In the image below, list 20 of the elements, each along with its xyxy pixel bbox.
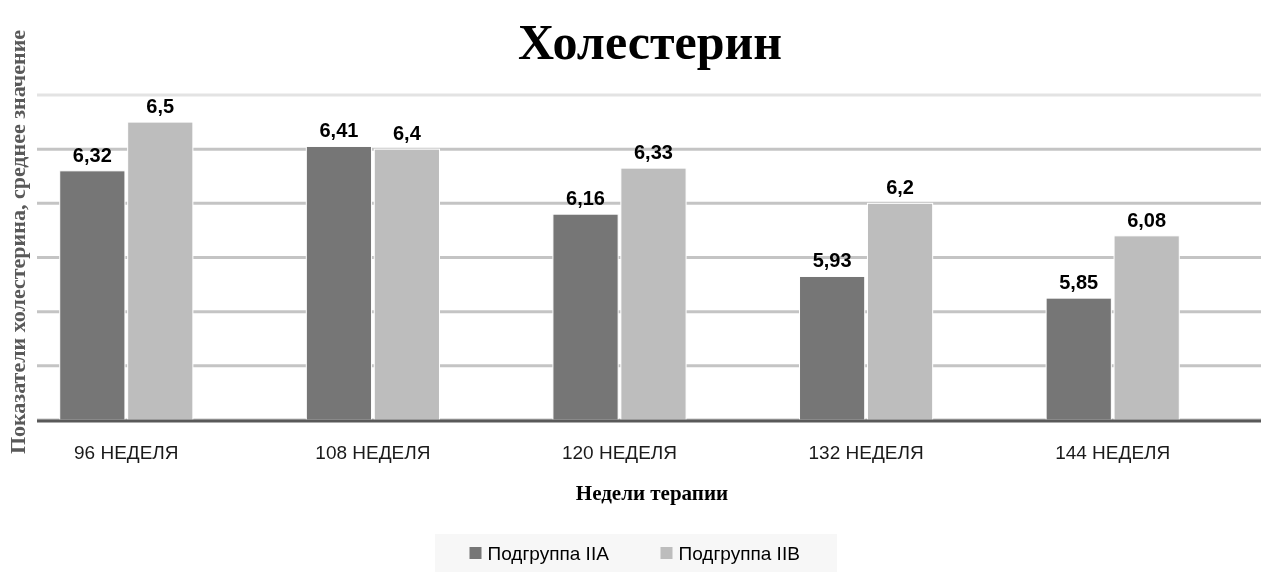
- chart-title: Холестерин: [517, 14, 783, 70]
- x-axis-title: Недели терапии: [575, 481, 729, 505]
- data-label: 6,33: [634, 141, 673, 164]
- data-label: 6,32: [72, 143, 112, 166]
- data-label: 5,85: [1059, 271, 1099, 294]
- x-tick-label: 120 НЕДЕЛЯ: [561, 442, 678, 463]
- x-tick-label: 96 НЕДЕЛЯ: [74, 442, 179, 463]
- legend-label: Подгруппа IIB: [678, 542, 800, 564]
- x-tick-label: 108 НЕДЕЛЯ: [315, 442, 431, 463]
- data-label: 6,4: [392, 122, 422, 145]
- x-tick-label: 132 НЕДЕЛЯ: [808, 442, 924, 463]
- legend-label: Подгруппа IIA: [487, 542, 610, 564]
- y-axis-title: Показатели холестерина, среднее значение: [5, 29, 30, 455]
- data-label: 6,2: [886, 176, 914, 199]
- data-label: 6,5: [146, 95, 175, 118]
- data-label: 6,16: [566, 187, 605, 210]
- data-label: 6,41: [319, 119, 359, 142]
- data-label: 5,93: [812, 249, 852, 272]
- data-label: 6,08: [1127, 208, 1167, 231]
- x-tick-label: 144 НЕДЕЛЯ: [1055, 442, 1171, 463]
